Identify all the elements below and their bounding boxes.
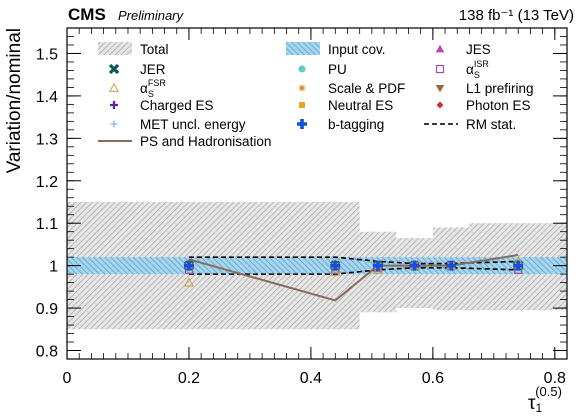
legend-label-main: RM stat. [466,117,516,132]
ps-hadronisation-line [188,254,519,302]
legend-label: Scale & PDF [328,81,405,96]
y-tick-label: 1.5 [36,46,58,63]
legend-key-input-cov [286,42,320,55]
x-tick-label: 0.6 [422,370,444,387]
legend-label: αSISR [466,59,489,80]
marker-series-6-point-2 [372,264,384,274]
legend-label-main: Input cov. [328,42,386,57]
legend-label: Neutral ES [328,98,393,113]
legend-key-total [98,42,132,55]
legend-key-marker-3 [108,63,120,75]
legend-label: JES [466,42,491,57]
legend-label: Photon ES [466,98,531,113]
legend-label: Total [140,42,169,57]
marker-series-13-point-2 [372,260,383,271]
legend-key-marker-6 [108,82,120,92]
legend-label-main: JES [466,42,491,57]
legend-label: PS and Hadronisation [140,134,271,149]
legend-label-main: Scale & PDF [328,81,405,96]
legend-label-main: PU [328,62,347,77]
y-axis-title: Variation/nominal [4,28,25,173]
legend-label-sub: S [148,89,154,99]
y-tick-label: 1.4 [36,89,58,106]
legend-key-marker-4 [298,65,306,73]
legend-label-main: Total [140,42,169,57]
x-axis: 0 0.2 0.4 0.6 0.8 [63,28,568,387]
legend-label-sub: S [474,70,480,80]
y-tick-label: 1 [49,259,58,276]
legend-label: PU [328,62,347,77]
marker-series-13-point-3 [409,260,420,271]
legend-key-marker-5 [435,64,445,74]
x-tick-label: 0.4 [300,370,322,387]
status-label: Preliminary [118,8,185,23]
legend-label: b-tagging [328,117,384,132]
x-axis-title-sub: 1 [536,401,543,415]
legend-key-marker-2 [435,44,445,53]
x-tick-label: 0 [63,370,72,387]
y-axis: 0.8 0.9 1 1.1 1.2 1.3 1.4 1.5 [36,27,567,361]
legend-label-sup: FSR [148,78,167,88]
legend-label-sup: ISR [474,59,490,69]
legend-label-main: Photon ES [466,98,531,113]
legend-label-main: PS and Hadronisation [140,134,271,149]
legend-key-marker-8 [435,85,445,93]
marker-series-13-point-4 [446,260,457,271]
marker-series-13-point-0 [183,260,194,271]
marker-series-13-point-5 [513,260,524,271]
legend-label-main: Charged ES [140,98,214,113]
y-tick-label: 1.2 [36,174,58,191]
legend-label: MET uncl. energy [140,117,246,132]
legend-label: Charged ES [140,98,214,113]
legend-label: JER [140,62,166,77]
x-axis-title: τ1 (0.5) [528,384,562,415]
legend-key-marker-9 [110,101,118,109]
legend-label-main: MET uncl. energy [140,117,246,132]
y-tick-label: 0.9 [36,301,58,318]
x-axis-title-sup: (0.5) [535,384,562,399]
x-axis-title-main: τ [528,393,536,414]
legend-label-main: Neutral ES [328,98,393,113]
legend-label: L1 prefiring [466,81,534,96]
plot-frame [66,27,568,360]
legend-key-marker-10 [299,102,305,108]
x-tick-label: 0.2 [178,370,200,387]
legend-key-marker-12 [110,120,118,128]
cms-label: CMS [68,5,106,24]
legend-key-marker-11 [436,101,444,109]
legend-label-main: JER [140,62,166,77]
legend-label: αSFSR [140,78,166,99]
legend-key-marker-7 [298,84,306,92]
legend-label: Input cov. [328,42,386,57]
marker-series-6-point-0 [183,277,195,287]
y-tick-label: 0.8 [36,344,58,361]
rm-stat-lower [188,266,519,275]
legend-label: RM stat. [466,117,516,132]
x-tick-label: 0.8 [544,370,566,387]
y-tick-label: 1.1 [36,216,58,233]
marker-series-6-point-1 [330,266,341,276]
marker-series-13-point-1 [330,260,341,271]
lumi-label: 138 fb⁻¹ (13 TeV) [459,7,574,24]
y-tick-label: 1.3 [36,131,58,148]
legend-label-main: α [140,81,148,96]
ps-hadronisation-path [188,254,519,302]
series-markers [183,256,524,287]
legend-label-main: L1 prefiring [466,81,534,96]
legend-label-main: α [466,62,474,77]
legend-key-marker-13 [297,119,308,129]
legend-key-marker-3-stroke [108,63,120,75]
legend-label-main: b-tagging [328,117,384,132]
